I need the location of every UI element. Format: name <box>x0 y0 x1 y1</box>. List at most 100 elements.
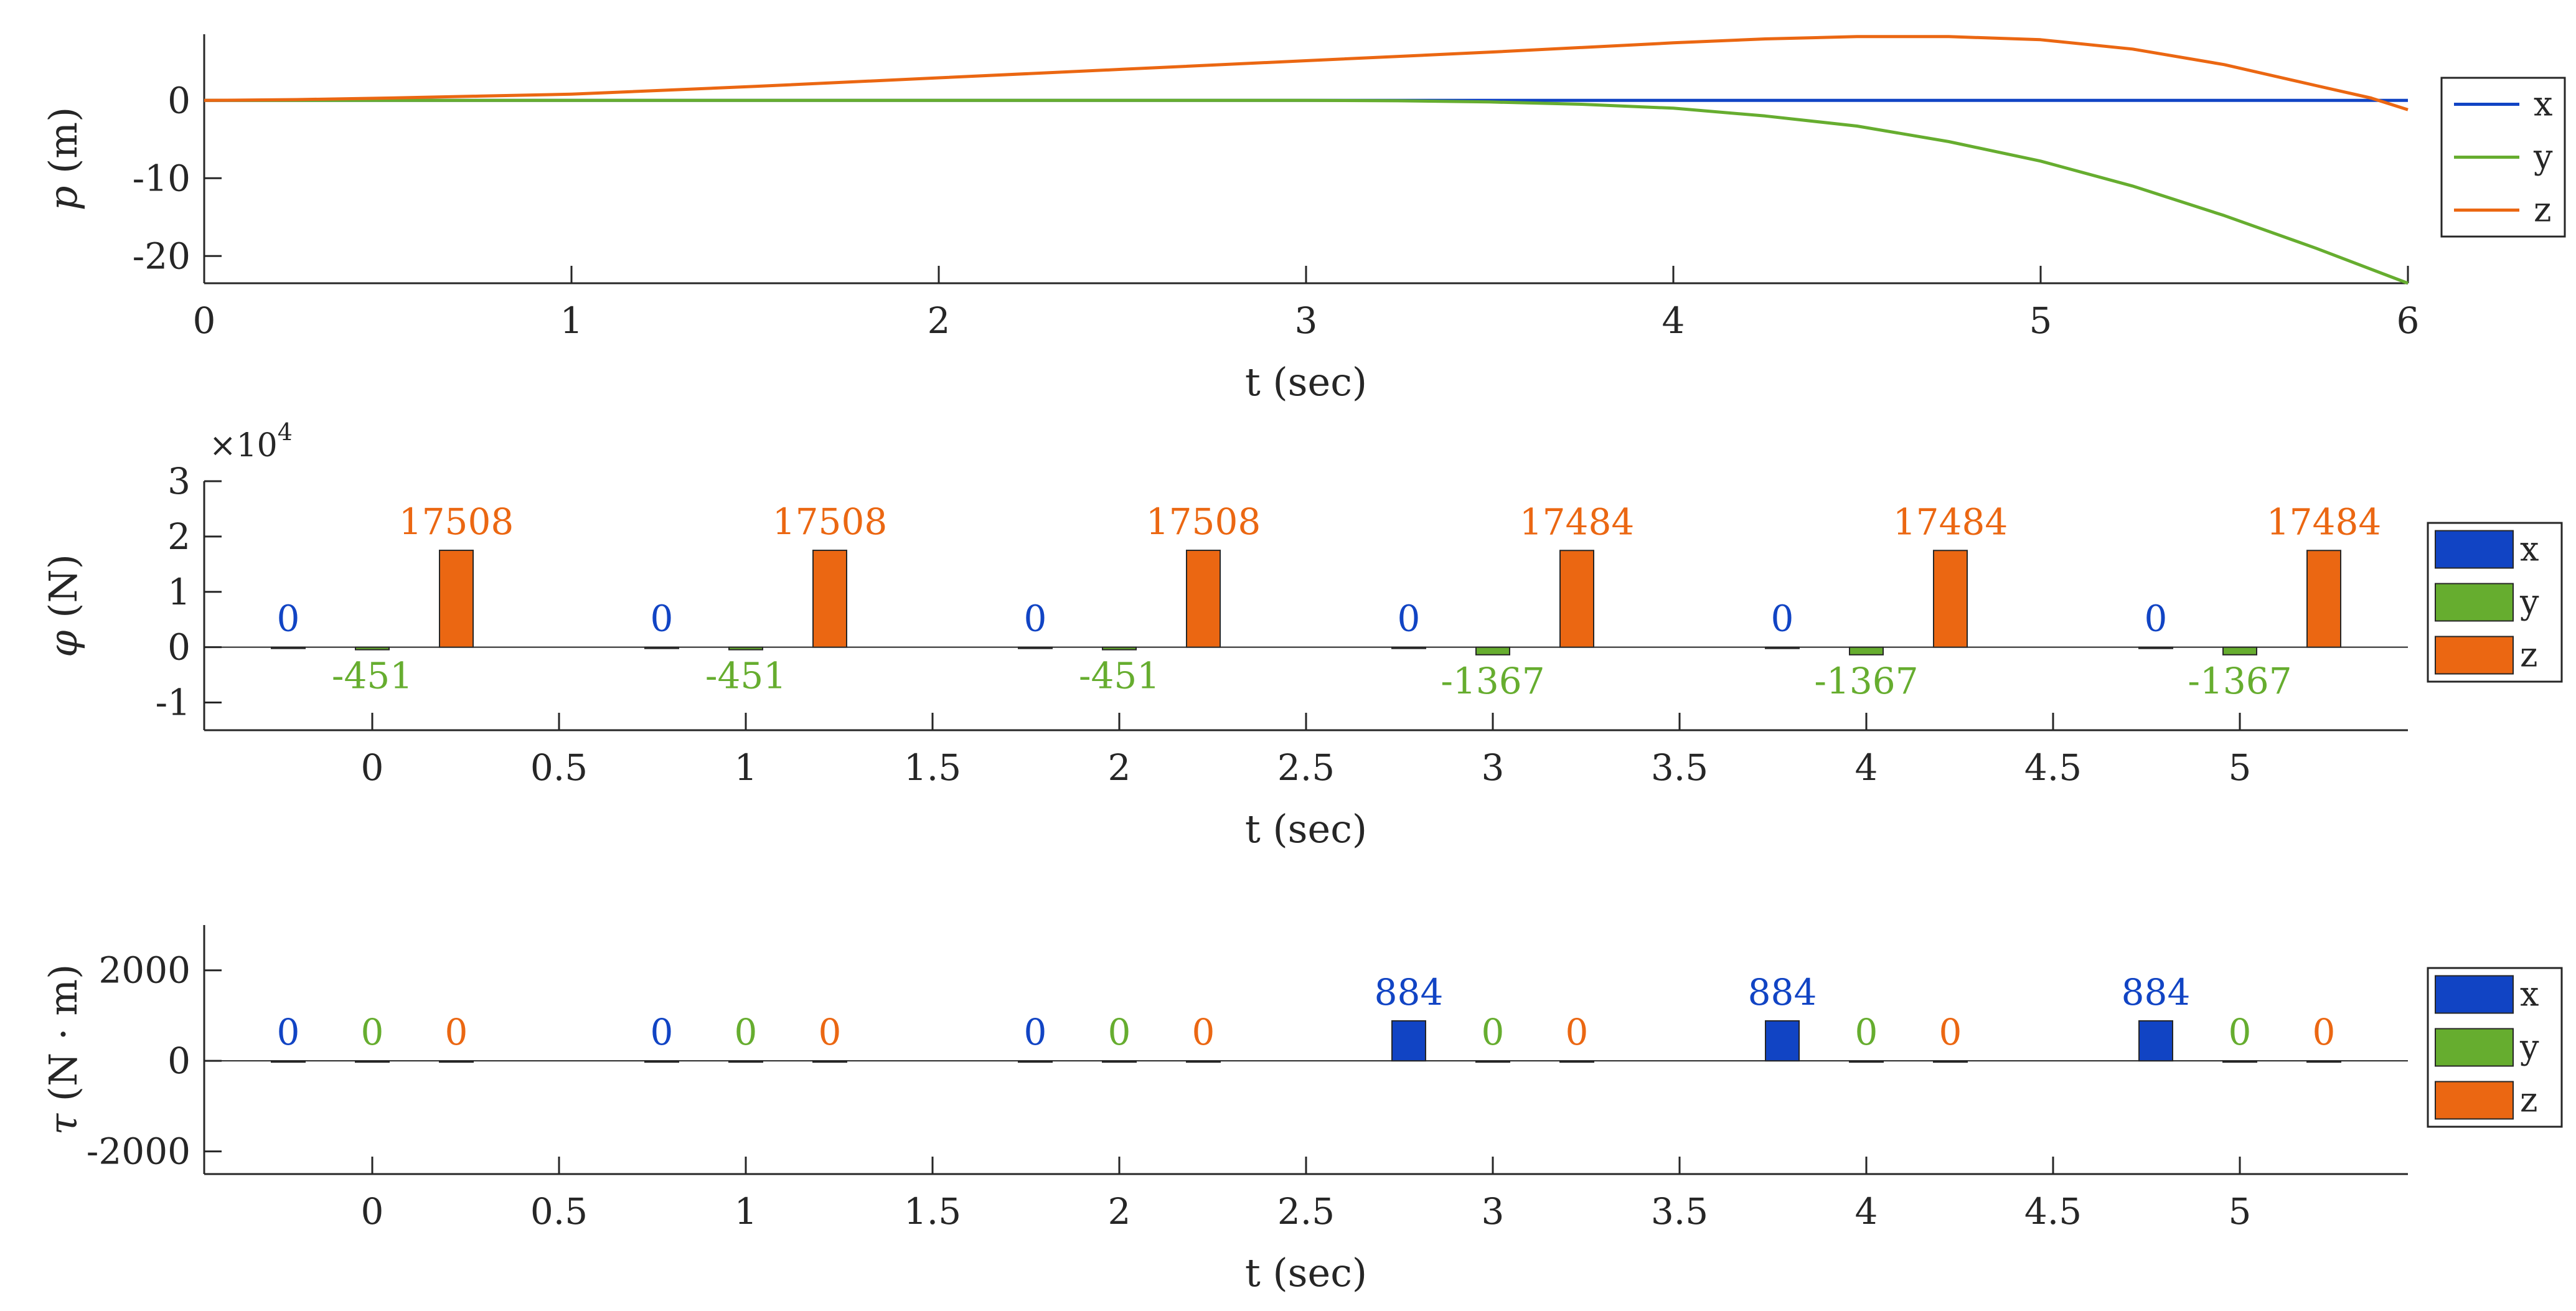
y-tick-label: 0 <box>167 1040 190 1082</box>
bar-y <box>1849 646 1884 656</box>
x-tick-label: 0 <box>361 746 384 789</box>
data-label-z: 17508 <box>399 500 514 543</box>
x-tick-label: 5 <box>2229 1190 2252 1233</box>
x-tick-label: 0 <box>361 1190 384 1233</box>
data-label-y: 0 <box>361 1011 384 1053</box>
data-label-y: 0 <box>1482 1011 1505 1053</box>
data-label-y: 0 <box>1108 1011 1131 1053</box>
bar-z <box>1559 1060 1594 1063</box>
bar-z <box>2306 1060 2341 1063</box>
y-tick-label: 2 <box>167 515 190 558</box>
bar-y <box>1475 646 1510 656</box>
data-label-x: 0 <box>651 1011 674 1053</box>
legend-label-z: z <box>2520 1081 2537 1120</box>
bar-z <box>2306 550 2341 648</box>
data-label-z: 0 <box>445 1011 468 1053</box>
legend-swatch-z <box>2435 636 2514 675</box>
x-tick-label: 3 <box>1482 1190 1505 1233</box>
y-tick-label: 2000 <box>98 949 190 992</box>
x-tick-label: 1 <box>735 746 758 789</box>
data-label-y: -451 <box>1079 655 1160 697</box>
bar-z <box>439 550 474 648</box>
data-label-x: 0 <box>2145 598 2168 640</box>
y-tick-label: -10 <box>133 157 190 199</box>
bar-x <box>2138 646 2173 649</box>
x-tick-label: 1 <box>560 299 583 342</box>
torque-plot: 0 0.5 1 1.5 2 2.5 3 3.5 4 4.5 5 2000 0 -2000 t (sec) τ … <box>40 925 2563 1295</box>
data-label-x: 0 <box>277 1011 300 1053</box>
bar-z <box>1933 1060 1968 1063</box>
y-axis-label-variable: p <box>40 186 86 211</box>
bar-z <box>1186 550 1221 648</box>
x-tick-label: 1.5 <box>904 746 961 789</box>
bar-x <box>1018 646 1053 649</box>
legend-swatch-y <box>2435 583 2514 622</box>
legend-label-x: x <box>2520 530 2539 569</box>
data-label-z: 17484 <box>1893 500 2008 543</box>
x-tick-label: 5 <box>2029 299 2052 342</box>
x-tick-label: 3 <box>1295 299 1318 342</box>
legend-label-y: y <box>2519 583 2539 622</box>
bar-y <box>355 1060 390 1063</box>
series-line-z <box>204 35 2409 111</box>
y-tick-label: 0 <box>167 626 190 669</box>
x-tick-label: 5 <box>2229 746 2252 789</box>
axis-exponent-label: ×104 <box>209 418 293 464</box>
x-tick-label: 6 <box>2397 299 2420 342</box>
bar-x <box>1765 646 1800 649</box>
bar-z <box>1559 550 1594 648</box>
bar-z <box>812 1060 847 1063</box>
x-tick-label: 2 <box>1108 1190 1131 1233</box>
force-plot: 0 0.5 1 1.5 2 2.5 3 3.5 4 4.5 5 3 2 1 0 -1 t (sec) φ (N) 0… <box>40 418 2563 852</box>
data-label-z: 0 <box>2313 1011 2336 1053</box>
legend-label-z: z <box>2520 636 2537 675</box>
data-label-y: -1367 <box>1814 660 1918 702</box>
bar-y <box>2222 646 2257 656</box>
legend-swatch-y <box>2435 1028 2514 1067</box>
y-tick-label: -20 <box>133 235 190 277</box>
x-axis-label: t (sec) <box>1245 359 1367 405</box>
data-label-x: 0 <box>1771 598 1794 640</box>
x-tick-label: 4.5 <box>2024 746 2082 789</box>
legend-label-x: x <box>2534 85 2552 124</box>
bar-y <box>1475 1060 1510 1063</box>
data-label-x: 0 <box>277 598 300 640</box>
y-tick-label: -2000 <box>87 1130 190 1173</box>
bar-x <box>271 1060 306 1063</box>
data-label-x: 0 <box>1024 598 1047 640</box>
legend-swatch-x <box>2435 975 2514 1014</box>
y-tick-label: 1 <box>167 571 190 613</box>
legend-label-z: z <box>2534 190 2551 230</box>
axis-exponent-base: ×10 <box>209 427 278 464</box>
axis-exponent-power: 4 <box>278 418 293 446</box>
legend-swatch-x <box>2435 530 2514 569</box>
data-label-x: 0 <box>1398 598 1421 640</box>
data-label-z: 0 <box>1939 1011 1962 1053</box>
y-axis-label-unit: (m) <box>40 107 86 186</box>
bar-x <box>644 1060 679 1063</box>
y-axis-label-variable: φ <box>40 630 86 657</box>
bar-z <box>812 550 847 648</box>
x-tick-label: 2 <box>928 299 951 342</box>
data-label-z: 0 <box>1566 1011 1589 1053</box>
x-tick-label: 3.5 <box>1651 1190 1708 1233</box>
x-tick-label: 1 <box>735 1190 758 1233</box>
bar-x <box>1765 1020 1800 1062</box>
bar-y <box>355 646 390 651</box>
x-tick-label: 2.5 <box>1277 1190 1335 1233</box>
y-axis-label-variable: τ <box>40 1112 86 1135</box>
legend-swatch-z <box>2435 1081 2514 1120</box>
bar-x <box>1391 646 1426 649</box>
x-tick-label: 0 <box>193 299 216 342</box>
x-tick-label: 4 <box>1855 1190 1878 1233</box>
data-label-z: 17484 <box>2267 500 2382 543</box>
x-tick-label: 4 <box>1855 746 1878 789</box>
data-label-y: 0 <box>735 1011 758 1053</box>
y-axis-label: φ (N) <box>40 554 86 657</box>
data-label-z: 17508 <box>1146 500 1261 543</box>
bar-y <box>728 1060 763 1063</box>
data-label-x: 0 <box>651 598 674 640</box>
data-label-z: 17484 <box>1520 500 1635 543</box>
position-plot: 0 1 2 3 4 5 6 0 -10 -20 t (sec) p (m) xyz <box>40 34 2566 405</box>
